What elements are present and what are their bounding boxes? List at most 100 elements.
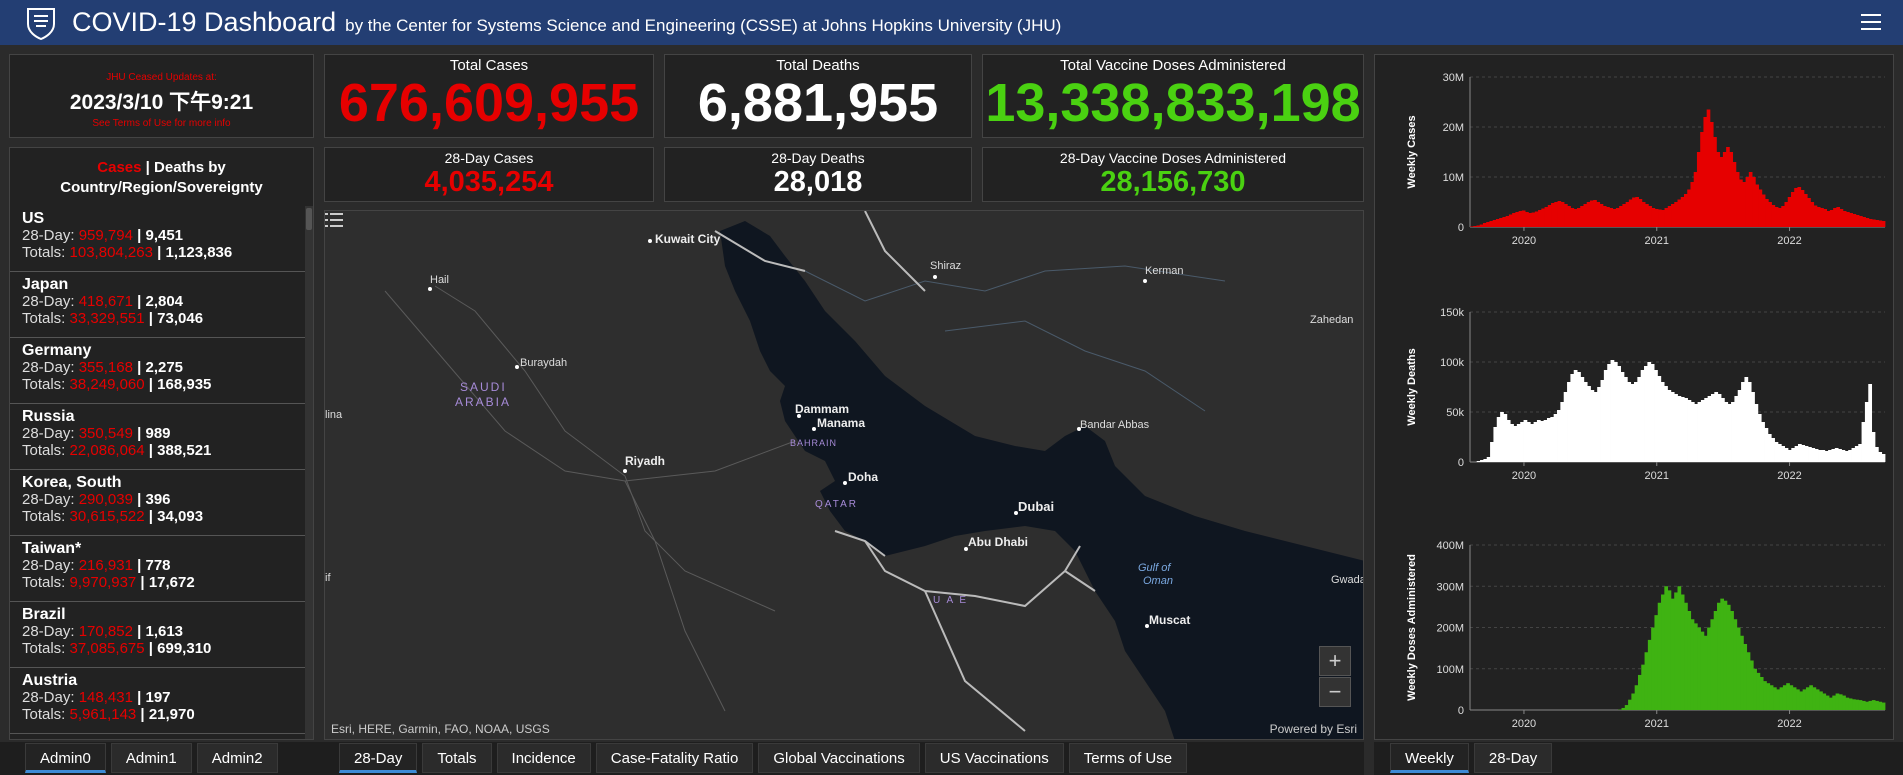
bar[interactable]: [1848, 450, 1852, 462]
bar[interactable]: [1627, 382, 1632, 462]
list-item[interactable]: Russia 28-Day: 350,549 | 989 Totals: 22,08…: [10, 404, 307, 470]
bar[interactable]: [1757, 414, 1762, 462]
bar[interactable]: [1513, 426, 1518, 462]
bar[interactable]: [1546, 418, 1551, 462]
bar[interactable]: [1700, 631, 1705, 711]
bar[interactable]: [1613, 362, 1618, 462]
bar[interactable]: [1815, 689, 1820, 711]
bar[interactable]: [1852, 214, 1857, 227]
bar[interactable]: [1881, 702, 1886, 710]
bar[interactable]: [1851, 448, 1856, 462]
bar[interactable]: [1786, 683, 1790, 710]
tab-admin2[interactable]: Admin2: [196, 743, 278, 773]
bar[interactable]: [1680, 594, 1685, 711]
bar[interactable]: [1784, 202, 1789, 227]
weekly-doses-chart[interactable]: 0 100M 200M 300M 400M Weekly Doses Administer…: [1375, 523, 1895, 738]
bar[interactable]: [1744, 377, 1749, 462]
bar[interactable]: [1589, 200, 1594, 228]
bar[interactable]: [1486, 222, 1490, 227]
bar[interactable]: [1790, 192, 1795, 227]
bar[interactable]: [1858, 444, 1862, 462]
bar[interactable]: [1717, 394, 1722, 462]
bar[interactable]: [1632, 197, 1636, 228]
bar[interactable]: [1755, 184, 1759, 228]
bar[interactable]: [1470, 226, 1474, 228]
bar[interactable]: [1473, 226, 1477, 227]
bar[interactable]: [1736, 627, 1741, 711]
bar[interactable]: [1570, 374, 1575, 462]
list-item[interactable]: Austria 28-Day: 148,431 | 197 Totals: 5,96…: [10, 668, 307, 734]
bar[interactable]: [1576, 208, 1581, 227]
bar[interactable]: [1531, 212, 1536, 228]
bar[interactable]: [1525, 212, 1529, 227]
bar[interactable]: [1583, 382, 1588, 462]
bar[interactable]: [1696, 152, 1701, 227]
bar[interactable]: [1831, 449, 1836, 462]
bar[interactable]: [1777, 444, 1782, 462]
bar[interactable]: [1722, 152, 1727, 227]
bar[interactable]: [1570, 208, 1575, 227]
bar[interactable]: [1875, 700, 1879, 710]
bar[interactable]: [1781, 206, 1785, 227]
bar[interactable]: [1841, 450, 1846, 462]
bar[interactable]: [1690, 402, 1695, 462]
bar[interactable]: [1610, 360, 1615, 462]
bar[interactable]: [1838, 449, 1842, 462]
bar[interactable]: [1865, 701, 1869, 710]
bar[interactable]: [1782, 685, 1787, 710]
tab-weekly[interactable]: Weekly: [1390, 743, 1469, 773]
bar[interactable]: [1650, 364, 1655, 462]
bar[interactable]: [1842, 695, 1846, 710]
bar[interactable]: [1878, 220, 1883, 228]
bar[interactable]: [1644, 366, 1648, 462]
bar[interactable]: [1628, 199, 1633, 228]
bar[interactable]: [1816, 207, 1821, 227]
bar[interactable]: [1512, 213, 1516, 227]
bar[interactable]: [1784, 448, 1789, 462]
bar[interactable]: [1852, 699, 1856, 710]
bar[interactable]: [1716, 152, 1721, 227]
bar[interactable]: [1765, 199, 1769, 227]
bar[interactable]: [1670, 392, 1675, 462]
bar[interactable]: [1628, 699, 1632, 710]
bar[interactable]: [1773, 687, 1777, 710]
bar[interactable]: [1834, 448, 1839, 462]
bar[interactable]: [1741, 382, 1745, 462]
bar[interactable]: [1797, 444, 1802, 462]
bar[interactable]: [1724, 402, 1729, 462]
zoom-out-button[interactable]: −: [1319, 677, 1351, 707]
bar[interactable]: [1667, 206, 1672, 227]
bar[interactable]: [1752, 177, 1756, 227]
tab-case-fatality-ratio[interactable]: Case-Fatality Ratio: [595, 743, 754, 773]
bar[interactable]: [1732, 162, 1737, 227]
bar[interactable]: [1823, 209, 1828, 227]
bar[interactable]: [1729, 152, 1734, 227]
bar[interactable]: [1713, 611, 1718, 710]
bar[interactable]: [1797, 187, 1802, 227]
bar[interactable]: [1801, 445, 1806, 462]
bar[interactable]: [1871, 700, 1876, 710]
bar[interactable]: [1794, 446, 1799, 462]
bar[interactable]: [1480, 460, 1484, 462]
bar[interactable]: [1742, 182, 1746, 227]
bar[interactable]: [1617, 366, 1622, 462]
hamburger-menu-icon[interactable]: [1861, 14, 1881, 30]
bar[interactable]: [1654, 615, 1659, 711]
bar[interactable]: [1651, 627, 1655, 711]
bar[interactable]: [1476, 225, 1481, 228]
bar[interactable]: [1690, 619, 1695, 710]
bar[interactable]: [1528, 213, 1532, 227]
map-view[interactable]: Kuwait City Shiraz Kerman Hail Buraydah …: [324, 210, 1364, 740]
bar[interactable]: [1684, 398, 1688, 462]
weekly-cases-chart[interactable]: 0 10M 20M 30M Weekly Cases 2020 2021 2022: [1375, 55, 1895, 255]
bar[interactable]: [1502, 217, 1507, 227]
bar[interactable]: [1583, 204, 1588, 227]
list-title-cases[interactable]: Cases: [97, 159, 142, 176]
bar[interactable]: [1767, 434, 1772, 462]
bar[interactable]: [1553, 414, 1558, 462]
bar[interactable]: [1506, 420, 1511, 462]
bar[interactable]: [1707, 396, 1712, 462]
bar[interactable]: [1861, 700, 1866, 710]
bar[interactable]: [1819, 691, 1823, 710]
bar[interactable]: [1533, 422, 1538, 462]
